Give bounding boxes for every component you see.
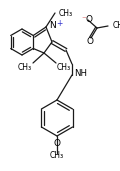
Text: CH₃: CH₃ xyxy=(18,63,32,73)
Text: CH₃: CH₃ xyxy=(113,22,120,30)
Text: O: O xyxy=(87,36,93,45)
Text: +: + xyxy=(56,18,62,28)
Text: N: N xyxy=(50,22,56,30)
Text: CH₃: CH₃ xyxy=(50,150,64,160)
Text: CH₃: CH₃ xyxy=(59,9,73,17)
Text: ⁻: ⁻ xyxy=(82,16,86,24)
Text: O: O xyxy=(85,16,93,24)
Text: NH: NH xyxy=(74,69,87,78)
Text: O: O xyxy=(54,139,60,148)
Text: CH₃: CH₃ xyxy=(57,63,71,73)
